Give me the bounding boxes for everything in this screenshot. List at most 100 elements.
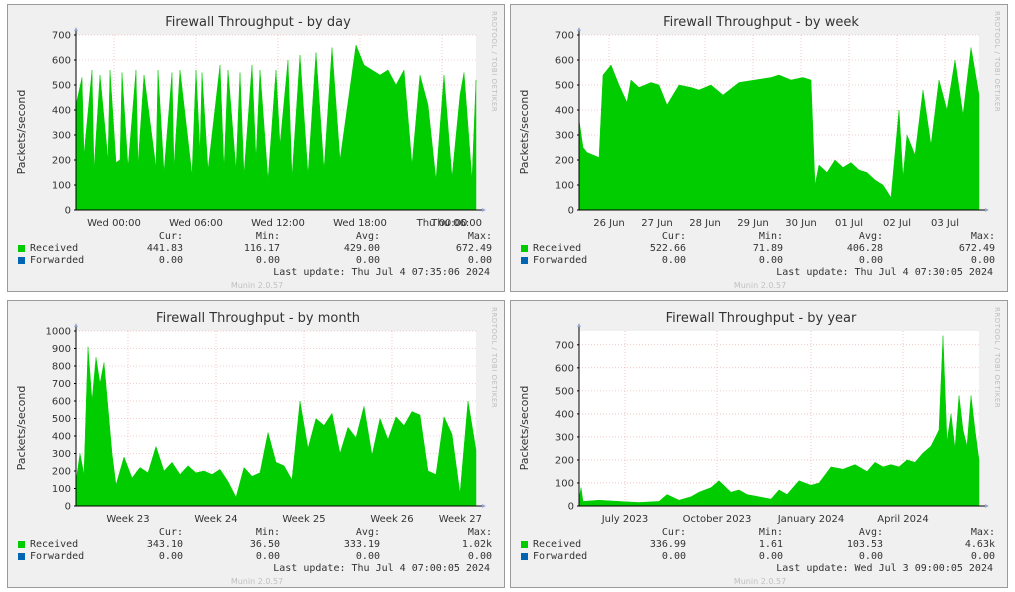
graph-panel-month: 0 100 200 300 400 500 600 700 800 900 1000 Week 23 W… bbox=[7, 300, 505, 588]
y-tick-label: 100 bbox=[555, 478, 574, 489]
x-tick-label: January 2024 bbox=[777, 514, 845, 525]
legend-value: 441.83 bbox=[146, 243, 183, 254]
x-tick-label: Week 27 bbox=[439, 514, 482, 525]
y-tick-label: 500 bbox=[555, 386, 574, 397]
last-update: Last update: Thu Jul 4 07:00:05 2024 bbox=[273, 563, 490, 574]
x-tick-label: 01 Jul bbox=[835, 218, 863, 229]
y-axis-label: Packets/second bbox=[518, 89, 531, 175]
y-axis-arrow-icon bbox=[74, 27, 78, 31]
legend-value: 0.00 bbox=[467, 551, 492, 562]
legend-value: 0.00 bbox=[255, 255, 280, 266]
y-tick-label: 0 bbox=[65, 502, 71, 513]
legend-value: 0.00 bbox=[758, 255, 783, 266]
x-tick-label: 03 Jul bbox=[931, 218, 959, 229]
legend-value: 0.00 bbox=[758, 551, 783, 562]
rrdtool-watermark: RRDTOOL / TOBI OETIKER bbox=[993, 307, 1001, 409]
legend-value: 0.00 bbox=[661, 255, 686, 266]
legend-value: 71.89 bbox=[752, 243, 783, 254]
legend-value: 672.49 bbox=[455, 243, 492, 254]
series-area-received bbox=[578, 335, 980, 507]
legend-header: Min: bbox=[255, 231, 280, 242]
chart-title: Firewall Throughput - by year bbox=[665, 311, 857, 326]
legend-swatch bbox=[18, 257, 25, 264]
legend-header: Max: bbox=[970, 527, 995, 538]
x-tick-label: 30 Jun bbox=[785, 218, 817, 229]
x-tick-label: Week 26 bbox=[370, 514, 413, 525]
legend-header: Max: bbox=[467, 527, 492, 538]
graph-panel-year: 0 100 200 300 400 500 600 700 July 2023 October 2… bbox=[510, 300, 1008, 588]
y-tick-label: 400 bbox=[555, 106, 574, 117]
legend-value: 0.00 bbox=[255, 551, 280, 562]
chart-title: Firewall Throughput - by week bbox=[663, 15, 859, 30]
x-tick-label: 29 Jun bbox=[737, 218, 769, 229]
y-tick-label: 500 bbox=[52, 414, 71, 425]
chart-plot: 0 100 200 300 400 500 600 700 26 Jun 27 Jun 28 Jun… bbox=[555, 27, 989, 229]
x-tick-label: 27 Jun bbox=[641, 218, 673, 229]
legend-swatch bbox=[521, 245, 528, 252]
legend-value: 672.49 bbox=[958, 243, 995, 254]
munin-version: Munin 2.0.57 bbox=[733, 281, 787, 290]
legend-header: Avg: bbox=[858, 231, 883, 242]
legend-value: 0.00 bbox=[858, 255, 883, 266]
y-tick-label: 200 bbox=[555, 455, 574, 466]
y-axis-arrow-icon bbox=[74, 323, 78, 327]
legend-value: 0.00 bbox=[467, 255, 492, 266]
x-tick-label: Wed 06:00 bbox=[169, 218, 223, 229]
chart-plot: 0 100 200 300 400 500 600 700 Wed 00:00 Wed 06:00… bbox=[52, 27, 486, 229]
y-tick-label: 700 bbox=[555, 31, 574, 42]
legend-value: 1.02k bbox=[461, 539, 492, 550]
legend-value: 0.00 bbox=[158, 255, 183, 266]
y-tick-label: 500 bbox=[52, 81, 71, 92]
graph-panel-day: 0 100 200 300 400 500 600 700 Wed 00:00 Wed 06:00… bbox=[7, 4, 505, 292]
x-axis-arrow-icon bbox=[482, 208, 486, 212]
x-tick-label: 28 Jun bbox=[689, 218, 721, 229]
legend-value: 406.28 bbox=[846, 243, 883, 254]
y-tick-label: 200 bbox=[52, 156, 71, 167]
legend-series-name: Forwarded bbox=[533, 255, 588, 266]
legend-header: Min: bbox=[255, 527, 280, 538]
legend-series-name: Received bbox=[533, 243, 582, 254]
x-tick-label: Wed 00:00 bbox=[87, 218, 141, 229]
x-axis-arrow-icon bbox=[985, 208, 989, 212]
legend-header: Max: bbox=[467, 231, 492, 242]
y-axis-arrow-icon bbox=[577, 27, 581, 31]
legend-value: 0.00 bbox=[661, 551, 686, 562]
legend-swatch bbox=[18, 541, 25, 548]
x-tick-label: April 2024 bbox=[877, 514, 928, 525]
legend-value: 1.61 bbox=[758, 539, 783, 550]
legend-series-name: Received bbox=[30, 539, 79, 550]
legend-header: Cur: bbox=[661, 527, 686, 538]
chart-legend: Cur: Min: Avg: Max: Received 336.99 1.61 103.53… bbox=[511, 527, 1007, 567]
y-tick-label: 200 bbox=[52, 467, 71, 478]
y-tick-label: 600 bbox=[555, 363, 574, 374]
series-area-received bbox=[578, 47, 980, 211]
y-tick-label: 800 bbox=[52, 362, 71, 373]
y-tick-label: 0 bbox=[568, 206, 574, 217]
legend-header: Max: bbox=[970, 231, 995, 242]
legend-header: Avg: bbox=[355, 231, 380, 242]
y-tick-label: 300 bbox=[555, 131, 574, 142]
legend-swatch bbox=[18, 245, 25, 252]
y-tick-label: 300 bbox=[52, 449, 71, 460]
series-area-received bbox=[75, 346, 477, 507]
munin-version: Munin 2.0.57 bbox=[230, 281, 284, 290]
rrdtool-watermark: RRDTOOL / TOBI OETIKER bbox=[490, 307, 498, 409]
legend-value: 0.00 bbox=[858, 551, 883, 562]
legend-header: Cur: bbox=[158, 527, 183, 538]
x-tick-label: July 2023 bbox=[601, 514, 649, 525]
legend-header: Cur: bbox=[661, 231, 686, 242]
legend-header: Min: bbox=[758, 231, 783, 242]
legend-header: Cur: bbox=[158, 231, 183, 242]
y-tick-label: 100 bbox=[52, 181, 71, 192]
x-tick-label: Wed 12:00 bbox=[251, 218, 305, 229]
legend-series-name: Forwarded bbox=[533, 551, 588, 562]
legend-value: 0.00 bbox=[158, 551, 183, 562]
x-axis-arrow-icon bbox=[482, 504, 486, 508]
series-area-received bbox=[75, 44, 477, 211]
x-axis-arrow-icon bbox=[985, 504, 989, 508]
legend-value: 333.19 bbox=[343, 539, 380, 550]
x-tick-label: Thu 00:00 bbox=[416, 218, 468, 229]
last-update: Last update: Wed Jul 3 09:00:05 2024 bbox=[776, 563, 993, 574]
legend-swatch bbox=[521, 553, 528, 560]
y-tick-label: 0 bbox=[568, 502, 574, 513]
